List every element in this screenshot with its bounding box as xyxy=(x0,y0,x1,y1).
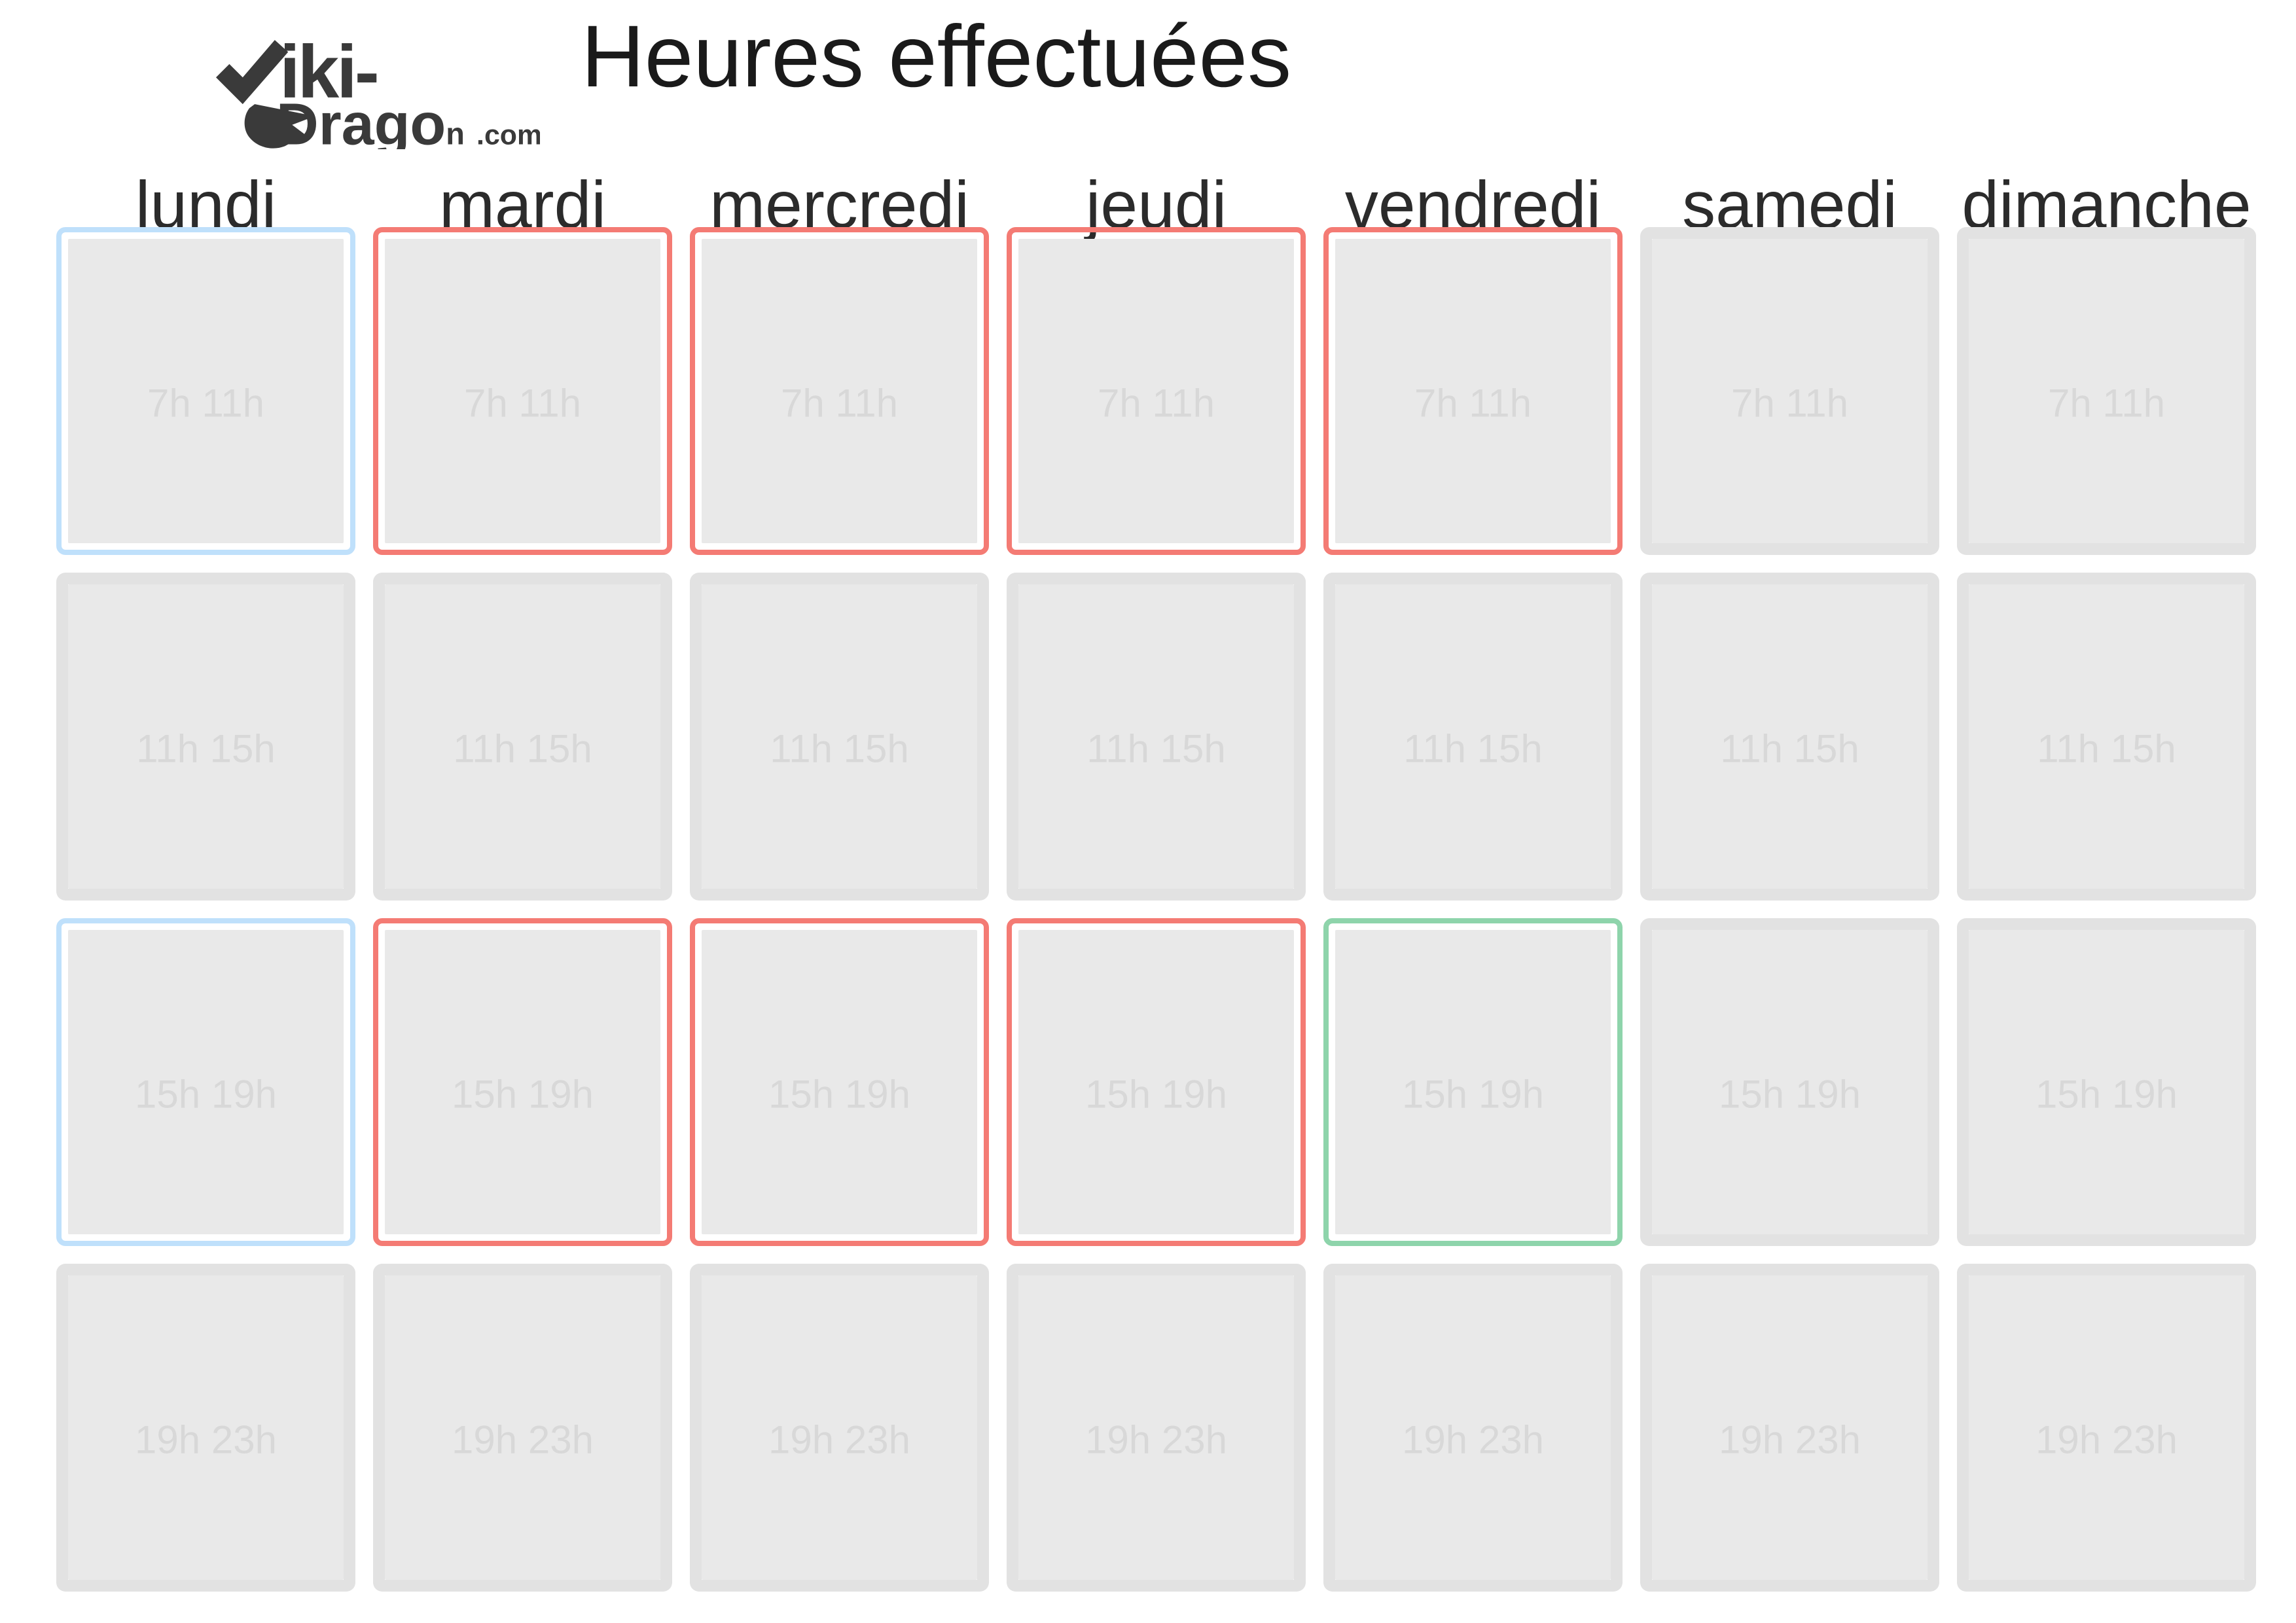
svg-text:.com: .com xyxy=(476,119,540,149)
svg-text:Dragon: Dragon xyxy=(276,92,465,149)
